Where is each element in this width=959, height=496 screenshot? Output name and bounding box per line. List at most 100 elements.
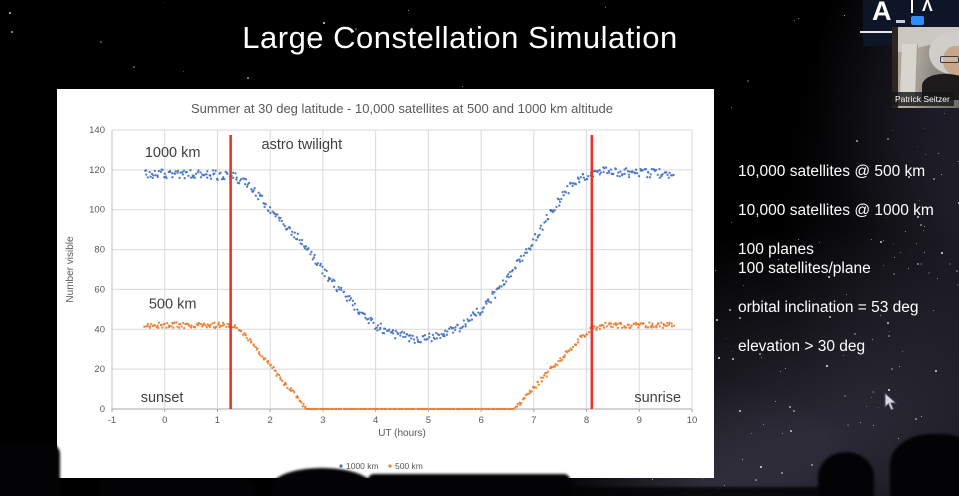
logo-caret-icon: Λ [922, 0, 933, 15]
star [935, 370, 937, 372]
star [743, 285, 745, 287]
note-sat500: 10,000 satellites @ 500 km [738, 163, 926, 180]
star [844, 15, 845, 16]
star [790, 430, 792, 432]
series-500-km [143, 321, 676, 411]
star [739, 410, 741, 412]
restore-video-button[interactable] [911, 16, 924, 25]
star [715, 356, 716, 357]
svg-text:astro twilight: astro twilight [262, 137, 343, 153]
star [652, 479, 654, 481]
participant-face [943, 46, 959, 75]
star [917, 216, 919, 218]
audience-silhouette [560, 487, 822, 496]
star [726, 338, 727, 339]
star [747, 80, 749, 82]
star [805, 310, 806, 311]
star [891, 368, 893, 370]
svg-text:120: 120 [89, 165, 105, 176]
star [908, 268, 910, 270]
star [731, 222, 732, 223]
star [732, 358, 734, 360]
star [844, 395, 846, 397]
svg-text:40: 40 [94, 324, 105, 335]
star [843, 355, 845, 357]
svg-text:5: 5 [426, 415, 431, 426]
svg-text:80: 80 [94, 245, 105, 256]
star [785, 368, 787, 370]
star [902, 351, 904, 353]
star [826, 365, 828, 367]
star [846, 294, 848, 296]
audience-silhouette [272, 468, 372, 496]
star [757, 343, 758, 344]
star [724, 485, 726, 487]
chart-panel: 0 20 40 60 80 100 120 140 -1 0 1 2 3 4 5 6 7 8 9 10 Summer a… [57, 89, 714, 478]
slide-notes: 10,000 satellites @ 500 km 10,000 satell… [738, 163, 934, 356]
star [941, 174, 942, 175]
svg-text:sunrise: sunrise [634, 390, 681, 406]
star [883, 265, 885, 267]
star [798, 239, 799, 240]
svg-text:500 km: 500 km [149, 296, 197, 312]
star [898, 438, 900, 440]
star [781, 472, 783, 474]
svg-text:140: 140 [89, 125, 105, 136]
star [100, 41, 102, 43]
slide-title: Large Constellation Simulation [242, 20, 678, 55]
star [921, 416, 923, 418]
star [944, 113, 946, 115]
svg-text:1: 1 [215, 415, 220, 426]
audience-silhouette [818, 452, 874, 496]
star [780, 371, 781, 372]
participant-video[interactable]: Patrick Seitzer [892, 27, 959, 108]
note-sats-per-plane: 100 satellites/plane [738, 260, 871, 277]
star [920, 263, 922, 265]
audience-silhouette [100, 480, 255, 496]
star [323, 22, 325, 24]
star [497, 35, 499, 37]
y-axis-label: Number visible [65, 236, 76, 303]
star [355, 28, 357, 30]
svg-text:20: 20 [94, 364, 105, 375]
star [938, 153, 939, 154]
star [953, 165, 954, 166]
participant-glasses [940, 56, 959, 63]
star [917, 263, 919, 265]
svg-text:10: 10 [687, 415, 698, 426]
audience-silhouette [368, 474, 570, 496]
svg-text:3: 3 [320, 415, 325, 426]
svg-text:1000 km: 1000 km [346, 461, 379, 471]
audience-silhouette [0, 444, 60, 496]
star [760, 466, 762, 468]
star [702, 478, 704, 480]
star [957, 284, 959, 286]
star [880, 315, 882, 317]
star [739, 317, 741, 319]
svg-text:6: 6 [478, 415, 483, 426]
svg-text:0: 0 [100, 404, 105, 415]
star [794, 20, 795, 21]
svg-text:60: 60 [94, 284, 105, 295]
star [164, 2, 165, 3]
star [893, 273, 895, 275]
audience-silhouette [890, 434, 959, 496]
star [759, 249, 761, 251]
note-sat1000: 10,000 satellites @ 1000 km [738, 202, 934, 219]
star [798, 18, 799, 19]
minimize-video-button[interactable] [896, 20, 905, 23]
star [905, 231, 907, 233]
star [916, 243, 917, 244]
star [889, 331, 891, 333]
star [949, 263, 951, 265]
star [729, 309, 731, 311]
star [887, 322, 889, 324]
star [873, 425, 875, 427]
star [900, 252, 901, 253]
star [462, 86, 463, 87]
svg-text:-1: -1 [108, 415, 116, 426]
star [866, 406, 868, 408]
star [854, 333, 856, 335]
star [893, 243, 894, 244]
star [928, 272, 930, 274]
